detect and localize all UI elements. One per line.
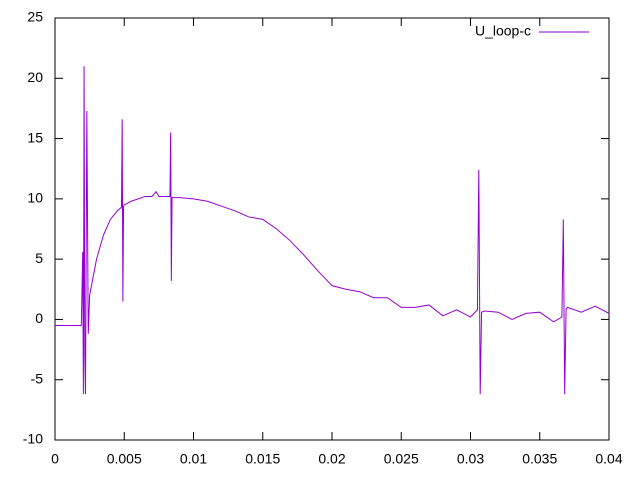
x-tick-label: 0.025 [384, 451, 419, 467]
y-tick-label: 15 [27, 129, 43, 145]
y-tick-label: -5 [31, 370, 44, 386]
y-tick-label: 10 [27, 190, 43, 206]
x-tick-label: 0.005 [107, 451, 142, 467]
x-tick-label: 0.015 [245, 451, 280, 467]
x-tick-label: 0 [51, 451, 59, 467]
x-tick-label: 0.02 [318, 451, 345, 467]
series-line [55, 66, 610, 395]
y-tick-label: 5 [35, 250, 43, 266]
x-tick-label: 0.04 [595, 451, 622, 467]
y-tick-label: -10 [23, 431, 43, 447]
x-tick-label: 0.035 [522, 451, 557, 467]
y-tick-label: 20 [27, 69, 43, 85]
legend-label: U_loop-c [475, 23, 531, 39]
y-tick-label: 25 [27, 9, 43, 25]
x-tick-label: 0.01 [180, 451, 207, 467]
y-tick-label: 0 [35, 310, 43, 326]
plot-frame [54, 17, 610, 441]
x-tick-label: 0.03 [457, 451, 484, 467]
